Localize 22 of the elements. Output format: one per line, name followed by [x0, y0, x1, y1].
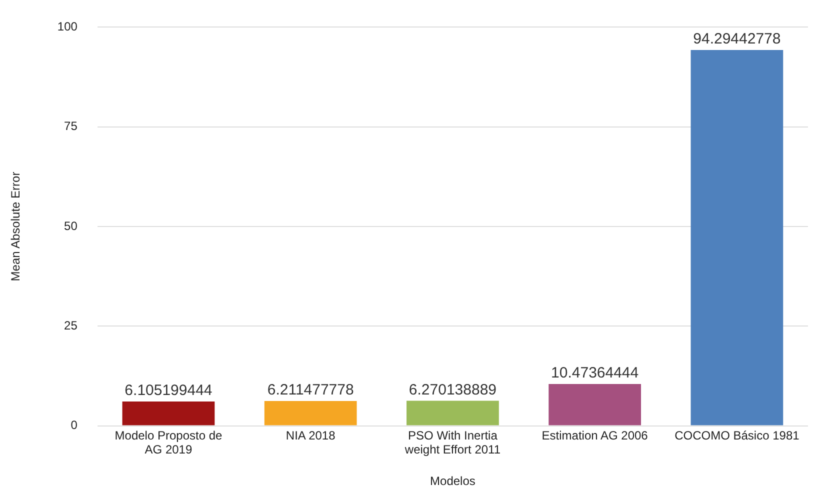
x-tick-label: COCOMO Básico 1981: [674, 428, 800, 442]
y-axis-title: Mean Absolute Error: [8, 172, 23, 282]
y-tick-label: 100: [57, 20, 78, 34]
x-axis-title: Modelos: [430, 474, 476, 488]
data-label: 94.29442778: [693, 30, 781, 48]
bar: [406, 400, 499, 426]
x-tick-label: Estimation AG 2006: [542, 428, 648, 442]
bar: [122, 401, 215, 426]
data-label: 6.105199444: [124, 382, 212, 400]
x-tick-label: PSO With Inertia weight Effort 2011: [404, 428, 501, 457]
y-tick-label: 25: [64, 318, 78, 332]
bar: [264, 401, 357, 426]
data-label: 6.270138889: [408, 381, 497, 398]
y-tick-label: 75: [64, 119, 78, 134]
data-label: 10.47364444: [551, 364, 639, 382]
y-tick-label: 50: [64, 218, 78, 233]
y-tick-label: 0: [70, 418, 78, 432]
bar: [548, 384, 642, 426]
data-label: 6.211477778: [267, 382, 354, 399]
bar: [690, 50, 784, 426]
x-tick-label: Modelo Proposto de AG 2019: [114, 428, 223, 457]
x-tick-label: NIA 2018: [286, 428, 336, 442]
